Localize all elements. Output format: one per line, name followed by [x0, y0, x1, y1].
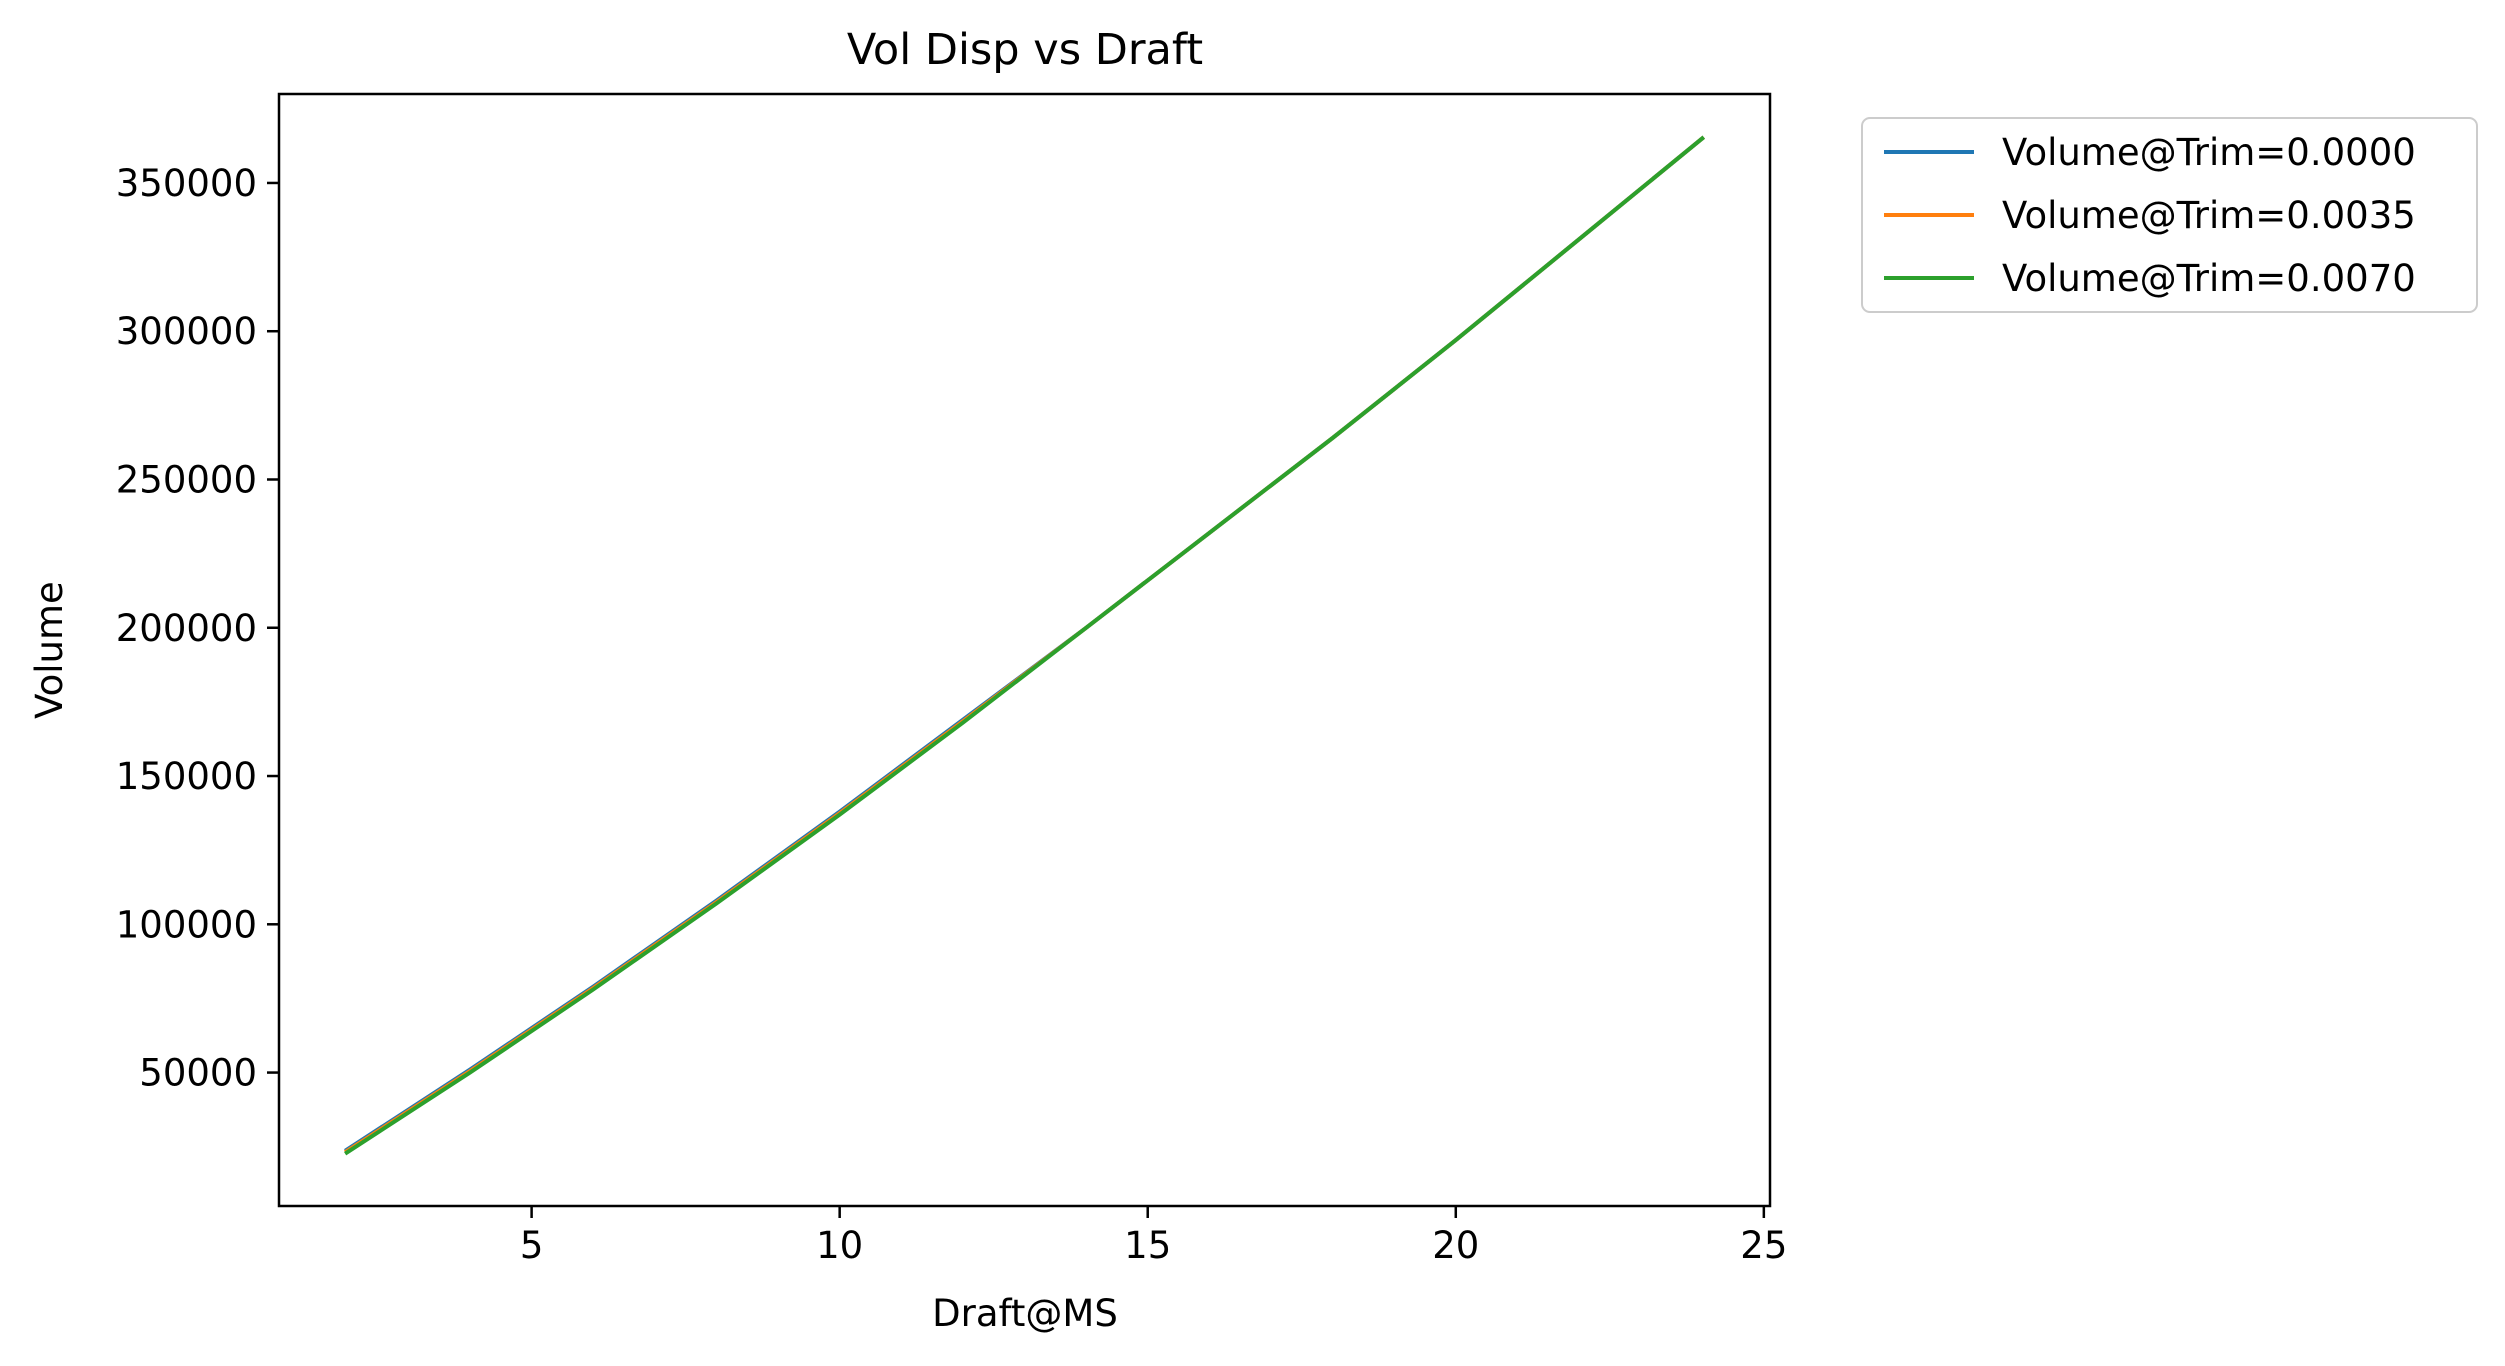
- y-axis-label: Volume: [28, 581, 71, 719]
- y-tick-label: 100000: [116, 903, 257, 946]
- legend-box: [1861, 117, 2478, 313]
- x-axis-label: Draft@MS: [932, 1292, 1118, 1335]
- plot-frame: [277, 92, 1772, 1208]
- series-line-0: [344, 135, 1706, 1153]
- legend-label-2: Volume@Trim=0.0070: [2002, 257, 2416, 300]
- series-line-2: [344, 135, 1706, 1156]
- y-tick-label: 50000: [139, 1052, 257, 1095]
- plot-area: [277, 92, 1772, 1208]
- legend: Volume@Trim=0.0000 Volume@Trim=0.0035 Volu…: [1861, 117, 2478, 313]
- y-tick-label: 300000: [116, 310, 257, 353]
- x-tick-label: 15: [1124, 1224, 1171, 1267]
- legend-label-0: Volume@Trim=0.0000: [2002, 131, 2416, 174]
- chart-title: Vol Disp vs Draft: [847, 25, 1203, 75]
- y-tick-label: 150000: [116, 755, 257, 798]
- y-tick-label: 350000: [116, 162, 257, 205]
- x-axis: 5 10 15 20 25: [520, 1206, 1787, 1267]
- y-tick-label: 200000: [116, 607, 257, 650]
- x-tick-label: 25: [1740, 1224, 1787, 1267]
- y-tick-label: 250000: [116, 458, 257, 501]
- x-tick-label: 10: [816, 1224, 863, 1267]
- legend-entries: Volume@Trim=0.0000 Volume@Trim=0.0035 Volu…: [1884, 131, 2416, 300]
- legend-label-1: Volume@Trim=0.0035: [2002, 194, 2416, 237]
- series-line-1: [344, 135, 1706, 1154]
- y-axis: 50000 100000 150000 200000 250000 300000 35000…: [116, 162, 279, 1095]
- x-tick-label: 20: [1432, 1224, 1479, 1267]
- x-tick-label: 5: [520, 1224, 544, 1267]
- series-layer: [344, 135, 1706, 1156]
